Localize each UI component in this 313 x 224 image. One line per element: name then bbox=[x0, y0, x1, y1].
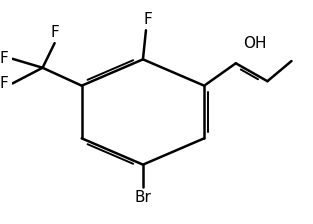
Text: F: F bbox=[143, 12, 152, 27]
Text: OH: OH bbox=[244, 36, 267, 51]
Text: F: F bbox=[0, 51, 8, 66]
Text: F: F bbox=[50, 25, 59, 40]
Text: Br: Br bbox=[135, 190, 151, 205]
Text: F: F bbox=[0, 76, 8, 91]
